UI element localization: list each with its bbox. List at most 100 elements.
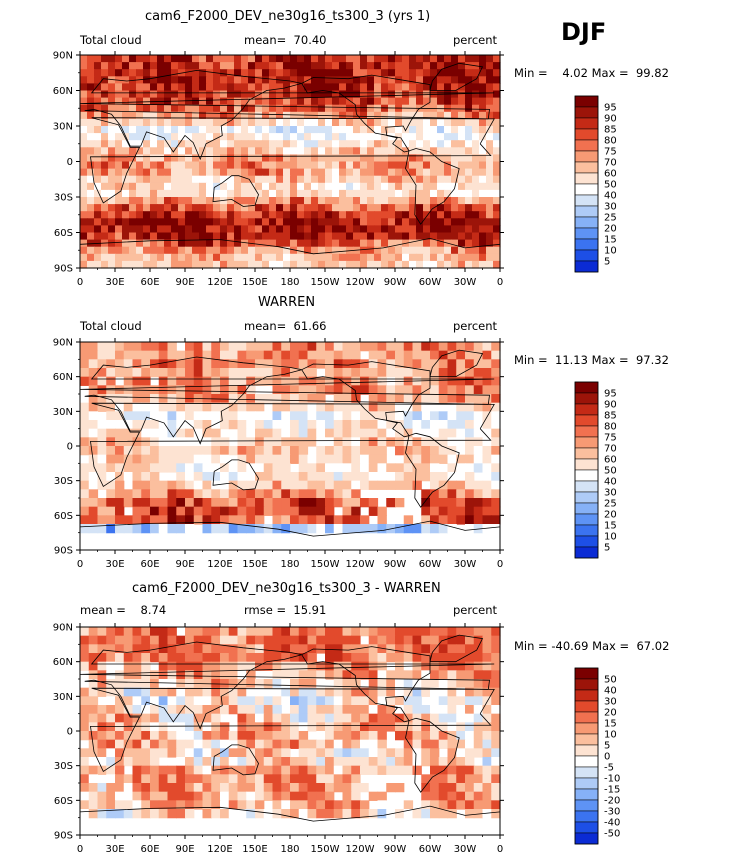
map-cell <box>465 104 473 113</box>
map-cell <box>171 69 179 77</box>
map-cell <box>377 376 387 386</box>
map-cell <box>122 118 130 127</box>
map-cell <box>192 260 200 269</box>
map-cell <box>353 76 361 84</box>
map-cell <box>255 446 265 456</box>
map-cell <box>377 635 387 645</box>
map-cell <box>255 111 263 120</box>
map-cell <box>185 687 195 697</box>
panel-1-title: cam6_F2000_DEV_ne30g16_ts300_3 (yrs 1) <box>145 9 431 24</box>
map-cell <box>447 774 457 784</box>
map-cell <box>311 154 319 163</box>
map-cell <box>122 189 130 198</box>
map-cell <box>493 76 501 84</box>
map-cell <box>202 783 212 793</box>
map-cell <box>115 161 123 170</box>
map-cell <box>199 55 207 63</box>
map-cell <box>430 394 440 404</box>
map-cell <box>416 140 424 148</box>
map-cell <box>97 627 107 637</box>
map-cell <box>423 140 431 148</box>
colorbar-swatch <box>574 711 599 724</box>
map-cell <box>342 774 352 784</box>
map-cell <box>106 774 116 784</box>
map-cell <box>241 253 249 262</box>
map-cell <box>246 774 256 784</box>
map-cell <box>122 154 130 163</box>
map-cell <box>367 175 375 184</box>
map-cell <box>444 126 452 134</box>
map-cell <box>150 696 160 706</box>
map-cell <box>272 705 282 715</box>
map-cell <box>263 748 274 758</box>
map-cell <box>269 253 277 262</box>
map-cell <box>290 420 300 430</box>
map-cell <box>304 175 312 184</box>
map-cell <box>237 687 247 697</box>
map-cell <box>465 679 475 689</box>
map-cell <box>395 182 403 191</box>
map-cell <box>298 635 309 645</box>
map-cell <box>342 454 352 464</box>
map-cell <box>123 705 134 715</box>
map-cell <box>482 524 492 534</box>
map-cell <box>167 515 177 525</box>
map-cell <box>342 428 352 438</box>
map-cell <box>178 246 186 255</box>
map-cell <box>332 62 340 70</box>
map-cell <box>262 182 270 191</box>
map-cell <box>255 168 263 177</box>
map-cell <box>255 154 263 163</box>
map-cell <box>412 359 422 369</box>
map-cell <box>456 411 466 421</box>
map-cell <box>227 97 235 106</box>
map-cell <box>465 809 475 819</box>
map-cell <box>241 97 249 106</box>
map-cell <box>213 126 221 134</box>
map-cell <box>211 420 221 430</box>
map-cell <box>129 175 137 184</box>
map-cell <box>403 687 414 697</box>
map-cell <box>333 635 344 645</box>
map-cell <box>339 253 347 262</box>
map-cell <box>141 644 151 654</box>
map-cell <box>325 246 333 255</box>
map-cell <box>458 218 466 226</box>
map-cell <box>237 498 247 508</box>
map-cell <box>304 218 312 226</box>
map-cell <box>157 55 165 63</box>
map-cell <box>88 446 99 456</box>
map-cell <box>88 739 99 749</box>
lon-tick-label: 30W <box>454 277 477 288</box>
coastline-1 <box>79 641 495 730</box>
map-cell <box>80 76 88 84</box>
map-cell <box>136 69 144 77</box>
map-cell <box>88 809 99 819</box>
map-cell <box>325 446 335 456</box>
map-cell <box>202 515 212 525</box>
map-cell <box>193 342 204 352</box>
map-cell <box>150 350 160 360</box>
map-cell <box>129 225 137 234</box>
map-cell <box>473 687 484 697</box>
map-cell <box>342 506 352 516</box>
map-cell <box>272 506 282 516</box>
map-cell <box>351 783 361 793</box>
map-cell <box>403 411 414 421</box>
map-cell <box>465 454 475 464</box>
map-cell <box>255 126 263 134</box>
map-cell <box>437 204 445 212</box>
map-cell <box>199 76 207 84</box>
map-cell <box>185 437 195 447</box>
map-cell <box>311 55 319 63</box>
map-cell <box>237 774 247 784</box>
map-cell <box>262 90 270 99</box>
map-cell <box>456 498 466 508</box>
map-cell <box>377 765 387 775</box>
map-cell <box>430 420 440 430</box>
map-cell <box>351 687 361 697</box>
map-cell <box>122 260 130 269</box>
map-cell <box>465 696 475 706</box>
map-cell <box>158 376 169 386</box>
map-cell <box>444 118 452 127</box>
